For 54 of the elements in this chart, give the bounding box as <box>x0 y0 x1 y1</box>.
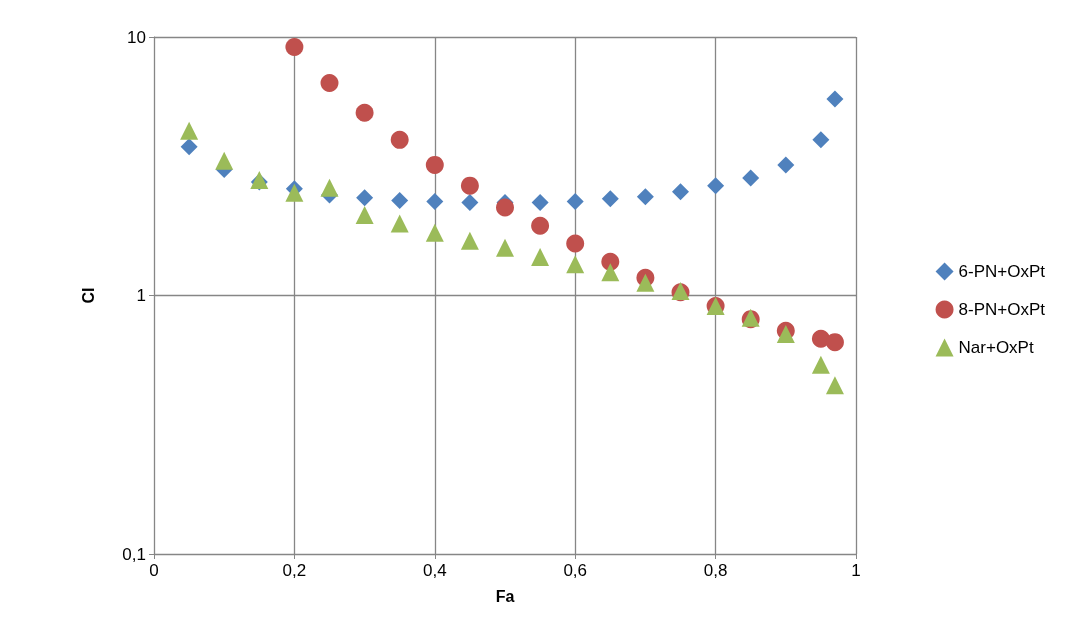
y-tick-label: 1 <box>136 286 146 305</box>
point <box>460 231 479 250</box>
point <box>742 169 760 187</box>
point <box>777 156 795 174</box>
x-axis-title: Fa <box>495 587 515 605</box>
point <box>672 183 689 201</box>
legend-label: 8-PN+OxPt <box>958 300 1046 319</box>
y-tick-label: 10 <box>127 27 146 47</box>
point <box>825 333 844 352</box>
point <box>285 183 304 202</box>
x-tick-label: 1 <box>851 561 861 580</box>
point <box>391 192 409 210</box>
y-axis-title: CI <box>79 287 97 304</box>
y-tick-label: 0,1 <box>122 544 146 564</box>
point <box>320 178 339 197</box>
x-tick-label: 0 <box>149 561 159 580</box>
point <box>531 193 549 211</box>
point <box>425 155 444 174</box>
x-tick-label: 0,6 <box>563 561 588 580</box>
point <box>356 189 374 207</box>
point <box>180 138 198 156</box>
point <box>355 103 374 122</box>
point <box>566 193 584 211</box>
point <box>496 238 514 257</box>
point <box>425 223 444 242</box>
point <box>601 190 619 208</box>
point <box>531 247 550 266</box>
x-tick-label: 0,2 <box>282 561 307 580</box>
point <box>461 193 479 211</box>
point <box>826 90 844 108</box>
point <box>390 130 409 149</box>
legend-label: Nar+OxPt <box>958 338 1034 357</box>
point <box>636 273 655 292</box>
point <box>426 193 444 211</box>
point <box>460 176 479 195</box>
point <box>180 121 199 140</box>
point <box>215 151 234 170</box>
point <box>812 131 830 149</box>
point <box>566 255 585 274</box>
legend-label: 6-PN+OxPt <box>958 262 1046 281</box>
point <box>811 355 830 374</box>
point <box>390 214 409 233</box>
x-tick-label: 0,8 <box>703 561 728 580</box>
point <box>320 73 339 92</box>
point <box>825 376 844 395</box>
point <box>531 216 550 235</box>
point <box>355 205 374 224</box>
x-tick-label: 0,4 <box>422 561 447 580</box>
point <box>601 263 620 282</box>
point <box>285 37 304 56</box>
point <box>566 234 585 253</box>
point <box>636 188 654 206</box>
point <box>496 198 514 217</box>
point <box>707 177 725 195</box>
